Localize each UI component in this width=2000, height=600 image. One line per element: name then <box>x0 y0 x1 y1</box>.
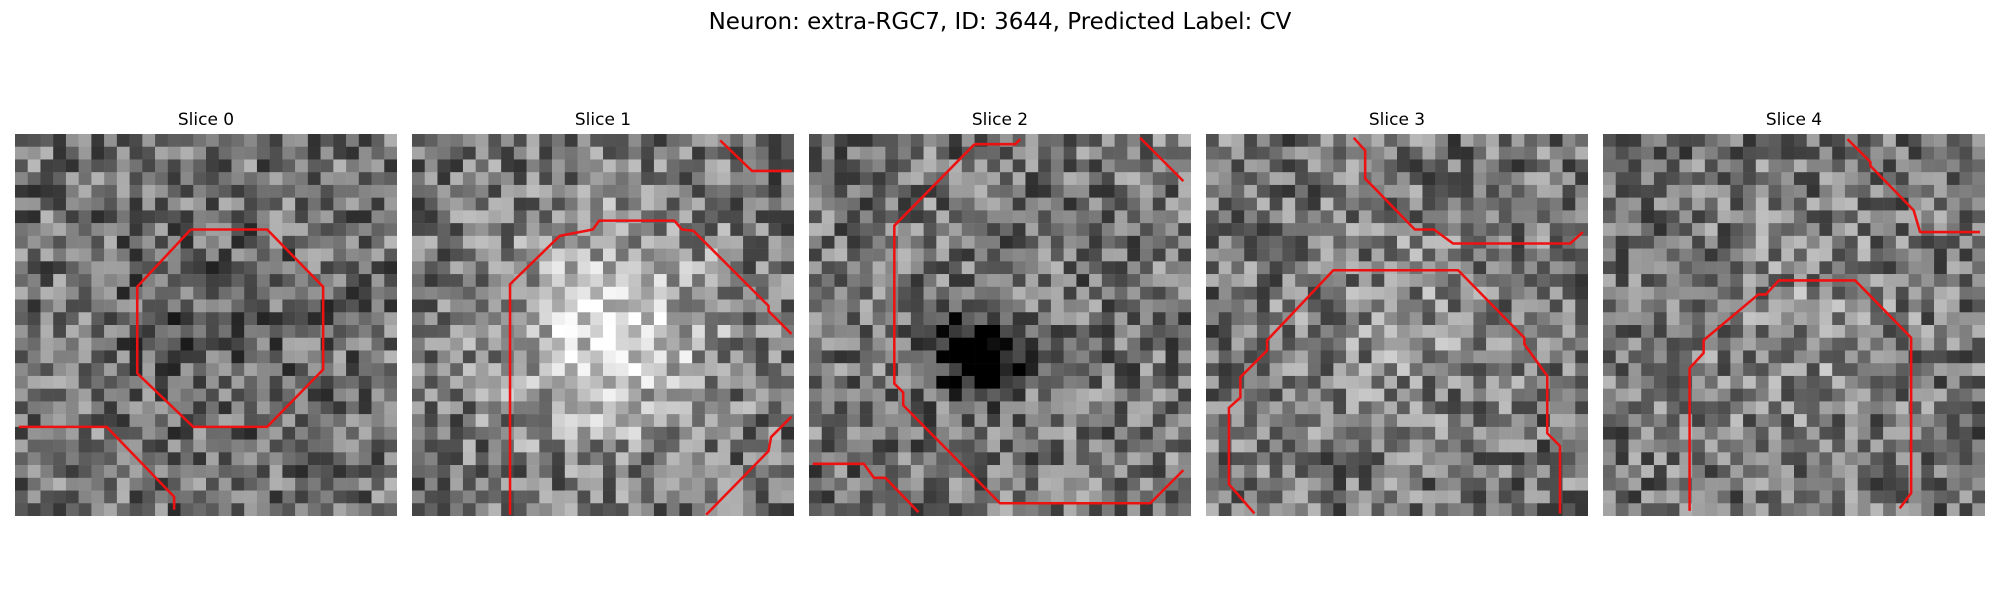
slice-2-contour-0 <box>974 138 1022 146</box>
slice-1-contour-2 <box>705 415 793 516</box>
slice-4-pixels <box>1603 134 1985 516</box>
slice-2-contour-1 <box>893 143 1185 505</box>
slice-2-image <box>809 134 1191 516</box>
slice-0-pixels <box>15 134 397 516</box>
slice-4-contour-0 <box>1688 279 1913 511</box>
slice-0-image <box>15 134 397 516</box>
slice-2-contour-3 <box>812 462 920 514</box>
slice-2-pixels <box>809 134 1191 516</box>
figure-title: Neuron: extra-RGC7, ID: 3644, Predicted … <box>708 9 1292 35</box>
slice-1-contour-1 <box>719 139 792 173</box>
slice-2-title: Slice 2 <box>971 110 1029 130</box>
slice-3-contour-1 <box>1227 268 1562 515</box>
slice-1-pixels <box>412 134 794 516</box>
slice-4-title: Slice 4 <box>1765 110 1823 130</box>
slice-4-image <box>1603 134 1985 516</box>
slice-1-contour-0 <box>508 219 793 515</box>
slice-4-contour-1 <box>1846 138 1980 234</box>
slice-3-title: Slice 3 <box>1368 110 1426 130</box>
slice-3-pixels <box>1206 134 1588 516</box>
slice-1-image <box>412 134 794 516</box>
slice-0-title: Slice 0 <box>177 110 235 130</box>
slice-0-contour-0 <box>135 228 325 429</box>
slice-1-title: Slice 1 <box>574 110 632 130</box>
slice-2-contour-2 <box>1139 136 1185 183</box>
slice-0-contour-1 <box>18 425 176 510</box>
slice-3-image <box>1206 134 1588 516</box>
slice-3-contour-0 <box>1352 136 1584 245</box>
